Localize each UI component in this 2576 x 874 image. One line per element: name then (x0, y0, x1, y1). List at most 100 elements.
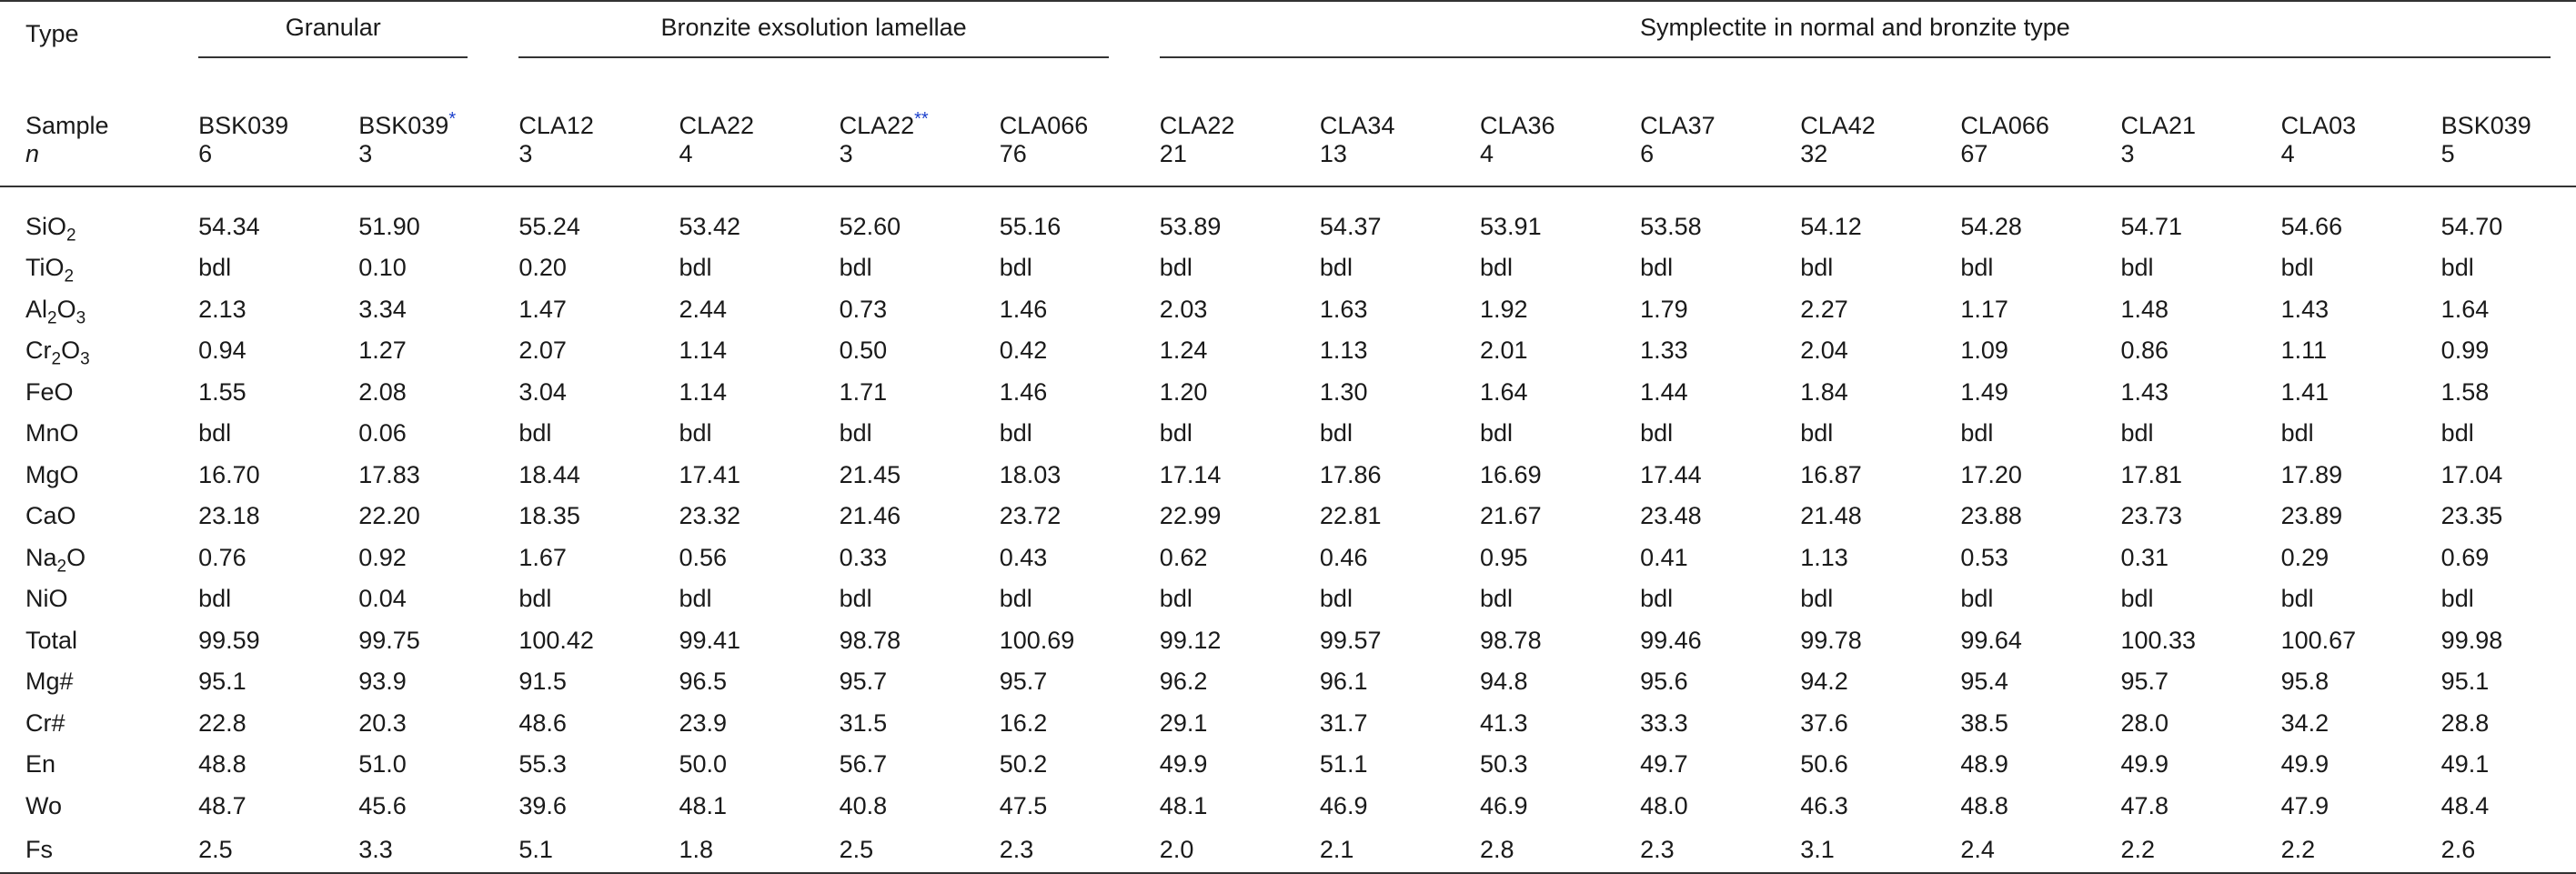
sample-name: CLA066 (999, 112, 1089, 139)
sample-header-cell: BSK039 (173, 65, 333, 138)
table-cell: bdl (1640, 419, 1674, 447)
n-value-cell: 6 (173, 138, 334, 187)
table-cell: 23.72 (999, 502, 1062, 530)
table-cell: 1.13 (1800, 543, 1848, 571)
table-cell: 2.44 (679, 295, 728, 323)
n-value-cell: 6 (1615, 138, 1776, 187)
sample-name: CLA066 (1960, 112, 2049, 139)
table-cell: bdl (999, 585, 1032, 613)
n-value-cell: 21 (1133, 138, 1294, 187)
table-cell: 0.99 (2440, 337, 2490, 365)
table-cell: 16.70 (198, 460, 260, 488)
table-row: Na2O 0.76 0.92 1.67 0.56 0.33 0.43 0.62 0.46 0.95… (0, 537, 2576, 579)
table-cell: 1.49 (1960, 377, 2008, 406)
table-cell: 22.8 (198, 708, 247, 737)
table-cell: 31.7 (1319, 708, 1368, 737)
table-cell: 53.58 (1640, 212, 1702, 240)
row-label-cell: Cr# (0, 703, 173, 745)
table-cell: 99.75 (358, 626, 420, 654)
sample-header-cell: CLA22** (814, 65, 974, 138)
table-cell: bdl (2440, 585, 2474, 613)
table-cell: 0.42 (999, 337, 1048, 365)
table-cell: 1.09 (1960, 337, 2008, 365)
table-cell: 0.33 (839, 543, 888, 571)
table-cell: 3.1 (1775, 827, 1936, 874)
row-label: FeO (25, 377, 74, 406)
table-cell: bdl (518, 585, 552, 613)
n-value-cell: 13 (1293, 138, 1455, 187)
table-cell: 50.0 (679, 750, 728, 779)
sample-header-cell: BSK039* (333, 65, 493, 138)
table-cell: 17.86 (1319, 460, 1382, 488)
sample-header-cell: BSK039 (2416, 65, 2576, 138)
table-cell: 0.20 (518, 254, 567, 282)
table-cell: bdl (1159, 419, 1192, 447)
table-cell: 21.45 (839, 460, 901, 488)
row-label-cell: Fs (0, 827, 174, 874)
table-cell: 100.42 (518, 626, 594, 654)
table-cell: 1.17 (1960, 295, 2008, 323)
table-cell: 48.1 (679, 791, 728, 819)
table-cell: 1.20 (1159, 377, 1208, 406)
row-label-cell: En (0, 744, 173, 786)
table-row: Mg# 95.1 93.9 91.5 96.5 95.7 95.7 96.2 96.1 94.8 9… (0, 661, 2576, 703)
table-cell: 46.9 (1319, 791, 1368, 819)
sample-name: CLA34 (1319, 112, 1395, 139)
sample-header-cell: CLA37 (1615, 65, 1775, 138)
table-cell: 0.94 (198, 337, 247, 365)
table-cell: bdl (2120, 254, 2154, 282)
table-cell: 23.73 (2120, 502, 2183, 530)
row-label-subscript: 2 (56, 557, 67, 577)
sample-header-row: Sample BSK039 BSK039* CLA12 CLA22 CLA22** CLA… (0, 65, 2576, 138)
table-cell: 53.91 (1480, 212, 1542, 240)
table-cell: 21.48 (1800, 502, 1862, 530)
table-cell: 22.81 (1319, 502, 1382, 530)
sample-header-cell: CLA066 (1935, 65, 2095, 138)
table-cell: 48.8 (1960, 791, 2008, 819)
table-cell: 45.6 (358, 791, 407, 819)
table-cell: 0.06 (358, 419, 407, 447)
n-label: n (0, 138, 174, 187)
table-cell: 46.3 (1800, 791, 1848, 819)
table-cell: 46.9 (1480, 791, 1528, 819)
table-cell: bdl (1800, 254, 1834, 282)
sample-header-cell: CLA42 (1775, 65, 1935, 138)
table-cell: 2.8 (1454, 827, 1615, 874)
table-cell: 1.43 (2280, 295, 2329, 323)
row-label: Mg# (25, 668, 74, 696)
row-label-cell: TiO2 (0, 247, 173, 289)
table-cell: 21.67 (1480, 502, 1542, 530)
n-value-cell: 4 (1454, 138, 1615, 187)
table-cell: 2.03 (1159, 295, 1208, 323)
table-cell: 56.7 (839, 750, 888, 779)
row-label-subscript: 2 (66, 225, 76, 245)
table-cell: 1.13 (1319, 337, 1368, 365)
table-cell: 17.89 (2280, 460, 2343, 488)
table-cell: 48.8 (198, 750, 247, 779)
table-cell: 48.9 (1960, 750, 2008, 779)
table-cell: 99.41 (679, 626, 741, 654)
table-row: TiO2 bdl 0.10 0.20 bdl bdl bdl bdl bdl bdl bdl bdl b… (0, 247, 2576, 289)
table-cell: 54.70 (2440, 212, 2503, 240)
table-cell: 1.58 (2440, 377, 2490, 406)
table-cell: 28.8 (2440, 708, 2490, 737)
table-body: SiO2 54.34 51.90 55.24 53.42 52.60 55.16 53.89 5… (0, 186, 2576, 874)
table-cell: bdl (198, 585, 232, 613)
row-label: MgO (25, 460, 79, 488)
sample-name: CLA03 (2280, 112, 2357, 139)
table-cell: 17.44 (1640, 460, 1702, 488)
table-cell: bdl (679, 419, 712, 447)
table-row: MgO 16.70 17.83 18.44 17.41 21.45 18.03 17.14 17… (0, 455, 2576, 497)
table-cell: 2.4 (1935, 827, 2096, 874)
table-cell: bdl (1319, 585, 1353, 613)
table-cell: 98.78 (1480, 626, 1542, 654)
n-value-cell: 3 (813, 138, 974, 187)
table-cell: 1.46 (999, 295, 1048, 323)
table-cell: 96.5 (679, 668, 728, 696)
table-cell: 99.57 (1319, 626, 1382, 654)
table-cell: 48.4 (2440, 791, 2490, 819)
table-cell: 95.7 (2120, 668, 2169, 696)
table-cell: 16.69 (1480, 460, 1542, 488)
table-cell: 0.50 (839, 337, 888, 365)
table-cell: 47.8 (2120, 791, 2169, 819)
